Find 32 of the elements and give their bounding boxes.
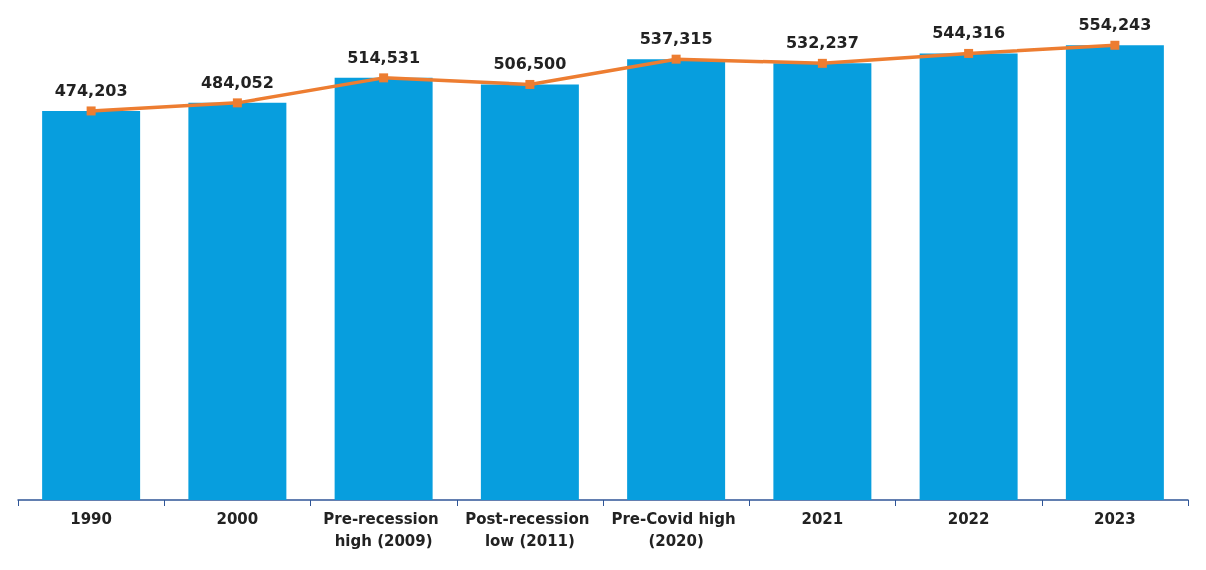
- bar: [627, 59, 726, 500]
- x-tick-label: 1990: [70, 510, 112, 528]
- data-label: 514,531: [347, 47, 421, 67]
- data-label: 537,315: [639, 29, 713, 49]
- data-label: 506,500: [493, 54, 567, 74]
- bar: [188, 102, 287, 500]
- bar: [919, 53, 1018, 500]
- data-label: 544,316: [932, 23, 1006, 43]
- point: [671, 54, 681, 64]
- data-label: 554,243: [1078, 15, 1152, 35]
- x-tick-label: 2023: [1094, 510, 1136, 528]
- bar: [1065, 45, 1164, 500]
- x-tick-label: Post-recession low (2011): [465, 510, 595, 550]
- x-tick-label: 2021: [801, 510, 844, 528]
- point: [1110, 40, 1120, 50]
- data-label: 532,237: [785, 33, 859, 53]
- point: [525, 79, 535, 89]
- x-tick-label: Pre-Covid high (2020): [611, 510, 741, 550]
- point: [964, 48, 974, 58]
- data-label: 484,052: [200, 72, 274, 92]
- point: [86, 106, 96, 116]
- bar: [334, 77, 433, 500]
- point: [379, 73, 389, 83]
- data-label: 474,203: [54, 80, 128, 100]
- x-tick-label: Pre-recession high (2009): [323, 510, 444, 550]
- x-tick-label: 2022: [947, 510, 990, 528]
- bar: [42, 110, 141, 500]
- point: [232, 98, 242, 108]
- x-tick-label: 2000: [216, 510, 259, 528]
- bar: [773, 63, 872, 500]
- point: [817, 58, 827, 68]
- bar: [480, 84, 579, 500]
